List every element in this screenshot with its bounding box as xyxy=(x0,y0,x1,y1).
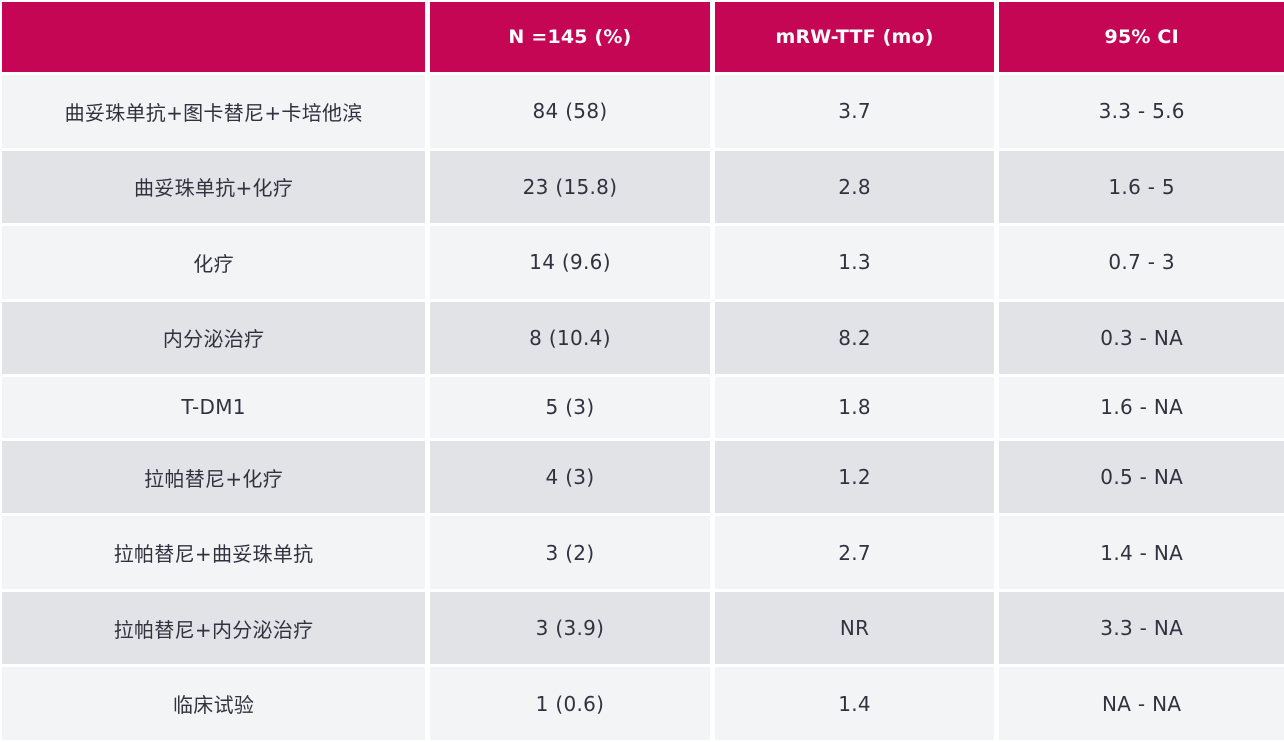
ci-cell: NA - NA xyxy=(999,664,1284,740)
treatment-cell: 曲妥珠单抗+图卡替尼+卡培他滨 xyxy=(2,72,431,148)
treatment-cell: 曲妥珠单抗+化疗 xyxy=(2,147,431,224)
mrw-ttf-cell: NR xyxy=(714,588,1000,665)
mrw-ttf-cell: 1.8 xyxy=(714,374,1000,438)
treatment-cell: 拉帕替尼+内分泌治疗 xyxy=(2,588,431,665)
treatment-cell: 拉帕替尼+曲妥珠单抗 xyxy=(2,513,431,589)
table-row: 拉帕替尼+内分泌治疗 3 (3.9) NR 3.3 - NA xyxy=(2,588,1284,665)
treatment-cell: T-DM1 xyxy=(2,374,431,438)
mrw-ttf-cell: 2.7 xyxy=(714,513,1000,589)
ci-cell: 3.3 - 5.6 xyxy=(999,72,1284,148)
table-row: 拉帕替尼+化疗 4 (3) 1.2 0.5 - NA xyxy=(2,437,1284,514)
ci-cell: 0.3 - NA xyxy=(999,298,1284,375)
table-row: T-DM1 5 (3) 1.8 1.6 - NA xyxy=(2,374,1284,438)
n-percent-cell: 8 (10.4) xyxy=(430,298,715,375)
ci-cell: 1.4 - NA xyxy=(999,513,1284,589)
table-row: 临床试验 1 (0.6) 1.4 NA - NA xyxy=(2,664,1284,740)
mrw-ttf-cell: 3.7 xyxy=(714,72,1000,148)
n-percent-cell: 3 (2) xyxy=(430,513,715,589)
ci-cell: 0.5 - NA xyxy=(999,437,1284,514)
mrw-ttf-cell: 1.4 xyxy=(714,664,1000,740)
treatment-cell: 内分泌治疗 xyxy=(2,298,431,375)
ci-cell: 1.6 - 5 xyxy=(999,147,1284,224)
ci-cell: 0.7 - 3 xyxy=(999,223,1284,299)
n-percent-cell: 3 (3.9) xyxy=(430,588,715,665)
n-percent-cell: 23 (15.8) xyxy=(430,147,715,224)
n-percent-cell: 84 (58) xyxy=(430,72,715,148)
n-percent-cell: 1 (0.6) xyxy=(430,664,715,740)
n-percent-cell: 14 (9.6) xyxy=(430,223,715,299)
column-header-n-percent: N =145 (%) xyxy=(430,2,715,72)
table-row: 曲妥珠单抗+图卡替尼+卡培他滨 84 (58) 3.7 3.3 - 5.6 xyxy=(2,72,1284,148)
header-row: N =145 (%) mRW-TTF (mo) 95% CI xyxy=(2,2,1284,72)
column-header-95ci: 95% CI xyxy=(999,2,1284,72)
n-percent-cell: 4 (3) xyxy=(430,437,715,514)
treatment-cell: 临床试验 xyxy=(2,664,431,740)
mrw-ttf-cell: 2.8 xyxy=(714,147,1000,224)
column-header-treatment xyxy=(2,2,431,72)
ci-cell: 1.6 - NA xyxy=(999,374,1284,438)
column-header-mrw-ttf: mRW-TTF (mo) xyxy=(714,2,1000,72)
treatment-cell: 化疗 xyxy=(2,223,431,299)
mrw-ttf-cell: 8.2 xyxy=(714,298,1000,375)
table-row: 化疗 14 (9.6) 1.3 0.7 - 3 xyxy=(2,223,1284,299)
table-row: 内分泌治疗 8 (10.4) 8.2 0.3 - NA xyxy=(2,298,1284,375)
table-row: 曲妥珠单抗+化疗 23 (15.8) 2.8 1.6 - 5 xyxy=(2,147,1284,224)
mrw-ttf-cell: 1.2 xyxy=(714,437,1000,514)
n-percent-cell: 5 (3) xyxy=(430,374,715,438)
table-row: 拉帕替尼+曲妥珠单抗 3 (2) 2.7 1.4 - NA xyxy=(2,513,1284,589)
treatment-cell: 拉帕替尼+化疗 xyxy=(2,437,431,514)
mrw-ttf-cell: 1.3 xyxy=(714,223,1000,299)
ci-cell: 3.3 - NA xyxy=(999,588,1284,665)
